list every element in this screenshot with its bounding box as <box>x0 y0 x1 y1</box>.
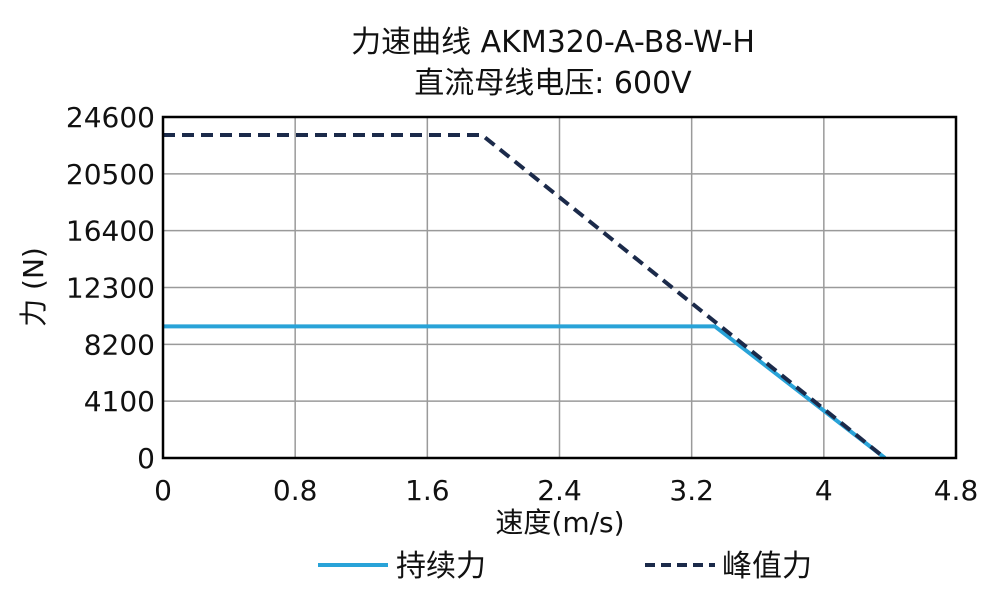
legend-label-continuous: 持续力 <box>396 549 486 584</box>
y-tick-labels: 0 4100 8200 12300 16400 20500 24600 <box>66 101 155 475</box>
y-tick-label: 24600 <box>66 101 155 134</box>
x-tick-label: 3.2 <box>669 474 714 507</box>
legend: 持续力 峰值力 <box>318 549 812 584</box>
x-tick-label: 4 <box>815 474 833 507</box>
x-tick-label: 1.6 <box>405 474 450 507</box>
y-tick-label: 20500 <box>66 158 155 191</box>
x-axis-title: 速度(m/s) <box>495 506 624 539</box>
chart-subtitle: 直流母线电压: 600V <box>414 66 692 101</box>
y-tick-label: 12300 <box>66 272 155 305</box>
x-tick-label: 0.8 <box>273 474 318 507</box>
y-tick-label: 16400 <box>66 215 155 248</box>
y-tick-label: 4100 <box>84 385 155 418</box>
grid-lines <box>162 116 957 459</box>
peak-force-line <box>163 133 887 460</box>
y-tick-label: 0 <box>137 442 155 475</box>
x-tick-label: 0 <box>154 474 172 507</box>
continuous-force-line <box>163 324 887 460</box>
series-lines <box>163 133 887 460</box>
chart-title: 力速曲线 AKM320-A-B8-W-H <box>351 25 755 60</box>
x-tick-label: 2.4 <box>537 474 582 507</box>
legend-label-peak: 峰值力 <box>722 549 812 584</box>
y-axis-title: 力 (N) <box>17 247 50 327</box>
x-tick-labels: 0 0.8 1.6 2.4 3.2 4 4.8 <box>154 474 978 507</box>
plot-frame <box>161 115 958 460</box>
x-tick-label: 4.8 <box>934 474 979 507</box>
y-tick-label: 8200 <box>84 328 155 361</box>
